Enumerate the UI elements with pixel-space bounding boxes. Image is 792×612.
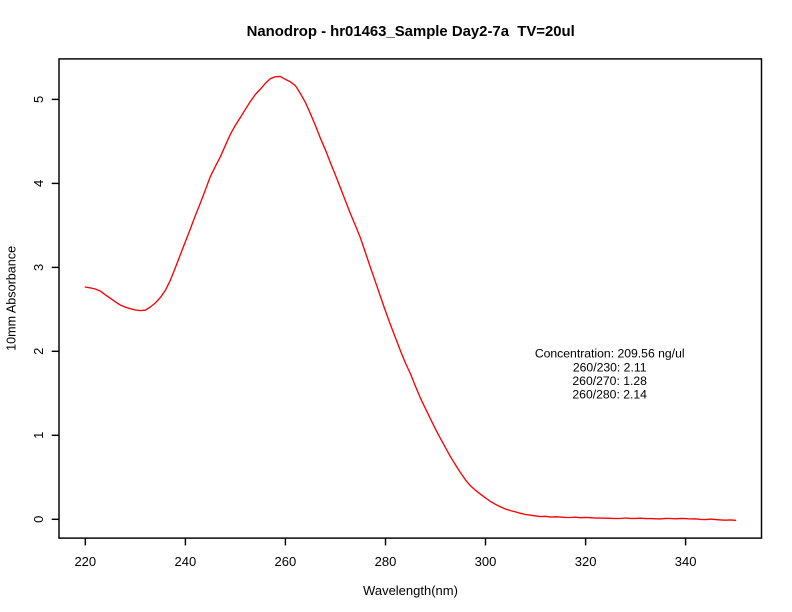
svg-text:5: 5 [31, 96, 46, 103]
svg-text:320: 320 [575, 554, 597, 569]
svg-text:260/280: 2.14: 260/280: 2.14 [572, 388, 647, 402]
svg-text:Nanodrop - hr01463_Sample Day2: Nanodrop - hr01463_Sample Day2-7a TV=20u… [247, 24, 575, 40]
svg-text:3: 3 [31, 264, 46, 271]
svg-text:2: 2 [31, 348, 46, 355]
svg-text:Concentration: 209.56 ng/ul: Concentration: 209.56 ng/ul [535, 346, 685, 360]
svg-text:Wavelength(nm): Wavelength(nm) [363, 583, 458, 598]
svg-text:10mm Absorbance: 10mm Absorbance [4, 246, 18, 351]
svg-text:4: 4 [31, 180, 46, 187]
svg-text:280: 280 [375, 554, 397, 569]
svg-text:340: 340 [675, 554, 697, 569]
svg-text:260/230: 2.11: 260/230: 2.11 [573, 360, 647, 374]
svg-text:300: 300 [475, 554, 497, 569]
svg-text:260/270: 1.28: 260/270: 1.28 [572, 374, 647, 388]
svg-text:0: 0 [31, 516, 46, 523]
svg-text:240: 240 [175, 554, 197, 569]
svg-text:260: 260 [275, 554, 297, 569]
svg-text:220: 220 [74, 554, 96, 569]
svg-text:1: 1 [31, 432, 46, 439]
